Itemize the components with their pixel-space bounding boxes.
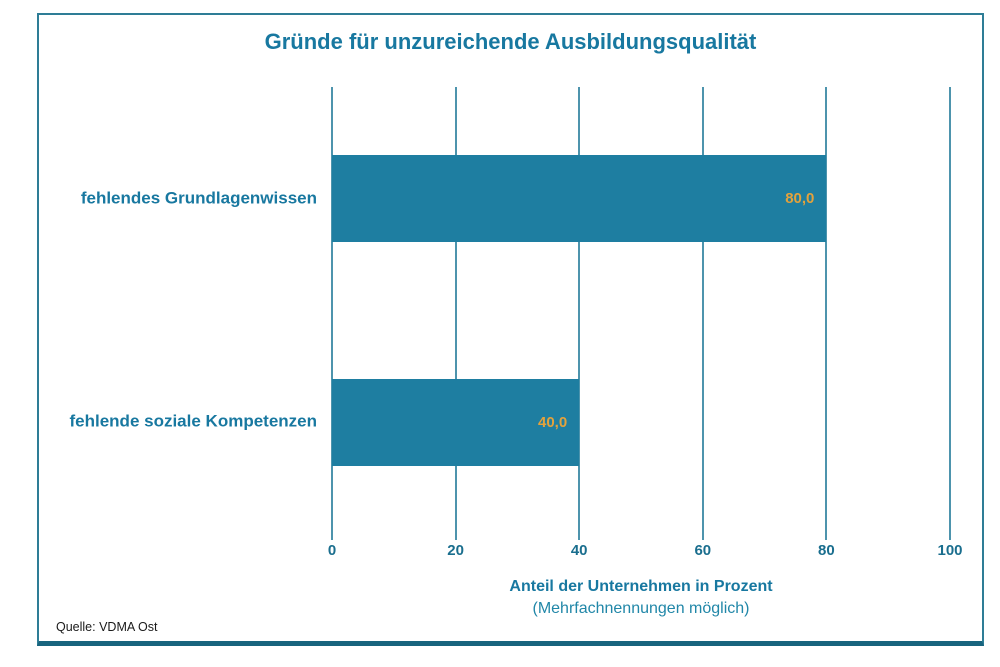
y-axis-labels: fehlendes Grundlagenwissen fehlende sozia… [39, 15, 982, 641]
plot-area: 80,0 40,0 [331, 87, 951, 540]
gridline [701, 87, 704, 540]
gridline [454, 87, 457, 540]
bar-value-label: 80,0 [785, 190, 815, 208]
x-axis-ticks: 0 20 40 60 80 100 [39, 15, 982, 641]
gridline [825, 87, 828, 540]
category-label: fehlende soziale Kompetenzen [69, 411, 318, 431]
x-tick-label: 60 [694, 542, 712, 559]
category-label: fehlendes Grundlagenwissen [80, 188, 317, 208]
bar-value-label: 40,0 [537, 413, 568, 431]
x-axis-title: Anteil der Unternehmen in Prozent [509, 578, 773, 595]
chart-frame: Gründe für unzureichende Ausbildungsqual… [37, 13, 984, 646]
x-tick-label: 100 [937, 542, 963, 559]
gridline [578, 87, 581, 540]
x-tick-label: 20 [447, 542, 464, 559]
gridline [949, 87, 951, 540]
x-tick-label: 0 [327, 542, 337, 559]
x-axis-note: (Mehrfachnennungen möglich) [532, 600, 750, 617]
gridline [331, 87, 333, 540]
x-tick-label: 80 [818, 542, 835, 559]
source-note: Quelle: VDMA Ost [56, 620, 158, 634]
bar: 40,0 [332, 378, 580, 466]
chart-title: Gründe für unzureichende Ausbildungsqual… [264, 29, 757, 54]
bar: 80,0 [332, 155, 827, 243]
x-tick-label: 40 [570, 542, 588, 559]
